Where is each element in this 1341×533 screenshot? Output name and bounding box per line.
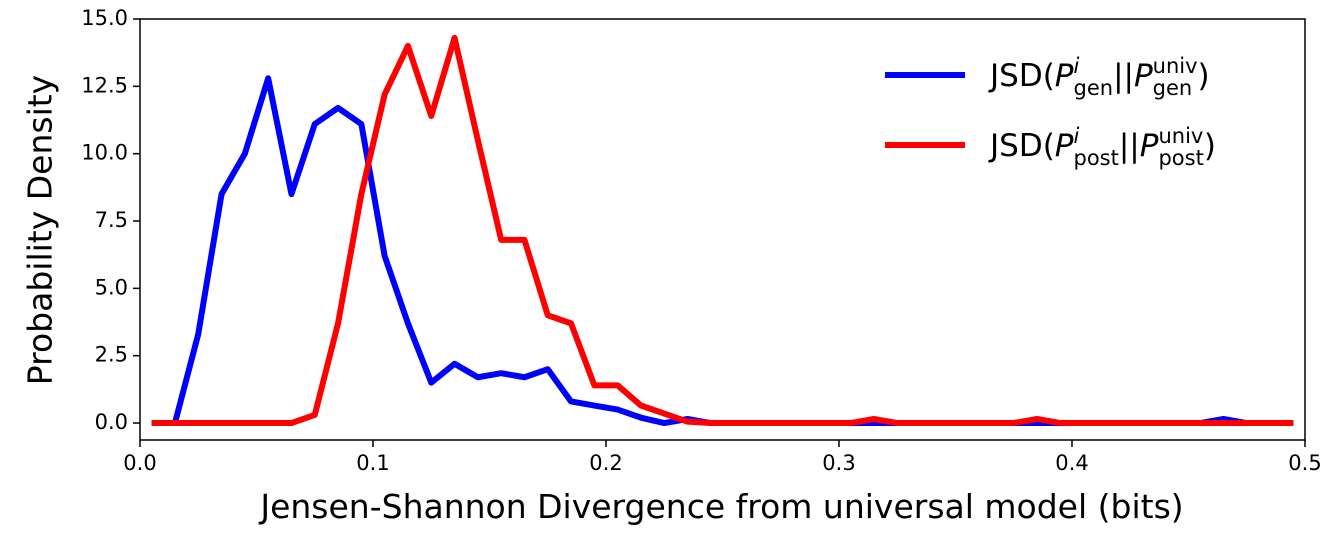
legend-label: JSD(Pi post||Puniv post) xyxy=(988,124,1216,170)
y-axis-label: Probability Density xyxy=(21,75,60,385)
plot-frame xyxy=(139,18,1306,441)
x-tick-label: 0.4 xyxy=(1055,451,1088,475)
y-tick-label: 15.0 xyxy=(81,6,128,30)
x-tick-label: 0.1 xyxy=(356,451,389,475)
y-tick-label: 0.0 xyxy=(95,410,128,434)
series-line xyxy=(151,34,1294,427)
x-tick-label: 0.2 xyxy=(589,451,622,475)
x-tick-label: 0.5 xyxy=(1288,451,1321,475)
y-tick-label: 7.5 xyxy=(95,208,128,232)
x-tick-label: 0.0 xyxy=(123,451,156,475)
y-tick-label: 5.0 xyxy=(95,275,128,299)
x-axis-label: Jensen-Shannon Divergence from universal… xyxy=(258,487,1183,526)
y-tick-label: 10.0 xyxy=(81,141,128,165)
y-tick-label: 2.5 xyxy=(95,343,128,367)
y-tick-label: 12.5 xyxy=(81,73,128,97)
x-tick-label: 0.3 xyxy=(822,451,855,475)
